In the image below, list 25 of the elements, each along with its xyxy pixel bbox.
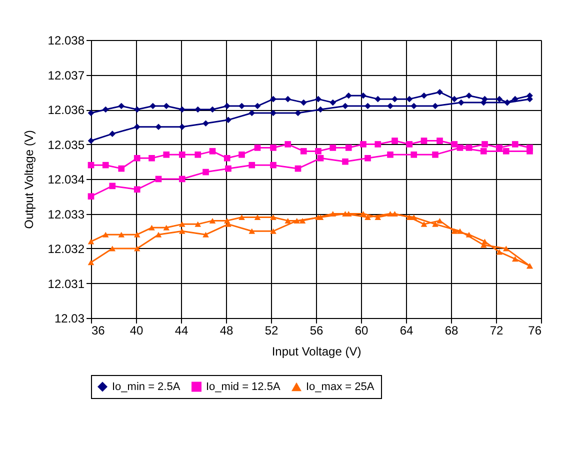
- x-tick-label: 52: [264, 324, 278, 338]
- x-tick-label: 36: [92, 324, 106, 338]
- x-tick-label: 44: [174, 324, 188, 338]
- y-tick-label: 12.036: [48, 103, 85, 117]
- x-tick-label: 56: [310, 324, 324, 338]
- x-tick-label: 64: [400, 324, 414, 338]
- x-tick-label: 76: [528, 324, 542, 338]
- x-tick-label: 40: [130, 324, 144, 338]
- y-tick-label: 12.033: [48, 207, 85, 222]
- y-tick-label: 12.031: [48, 276, 85, 291]
- legend-label: Io_max = 25A: [306, 380, 375, 393]
- legend-label: Io_min = 2.5A: [112, 380, 181, 393]
- y-tick-label: 12.034: [48, 172, 85, 186]
- y-tick-label: 12.035: [48, 138, 85, 152]
- x-tick-label: 72: [490, 324, 504, 338]
- x-axis-title: Input Voltage (V): [272, 344, 362, 358]
- x-tick-label: 60: [354, 324, 368, 338]
- y-tick-label: 12.037: [48, 68, 85, 82]
- y-tick-label: 12.032: [48, 242, 85, 256]
- legend-label: Io_mid = 12.5A: [206, 380, 281, 393]
- x-tick-label: 68: [444, 324, 458, 338]
- x-tick-label: 48: [220, 324, 234, 338]
- y-tick-label: 12.03: [54, 312, 85, 326]
- y-tick-label: 12.038: [48, 34, 85, 48]
- y-axis-title: Output Voltage (V): [22, 130, 36, 229]
